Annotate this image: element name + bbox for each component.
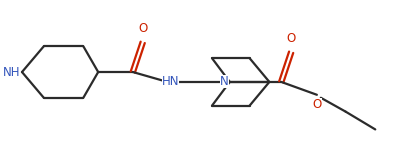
Text: O: O	[286, 32, 296, 45]
Text: O: O	[138, 22, 147, 35]
Text: NH: NH	[2, 66, 20, 79]
Text: N: N	[220, 75, 229, 88]
Text: HN: HN	[162, 75, 179, 88]
Text: O: O	[312, 98, 322, 111]
